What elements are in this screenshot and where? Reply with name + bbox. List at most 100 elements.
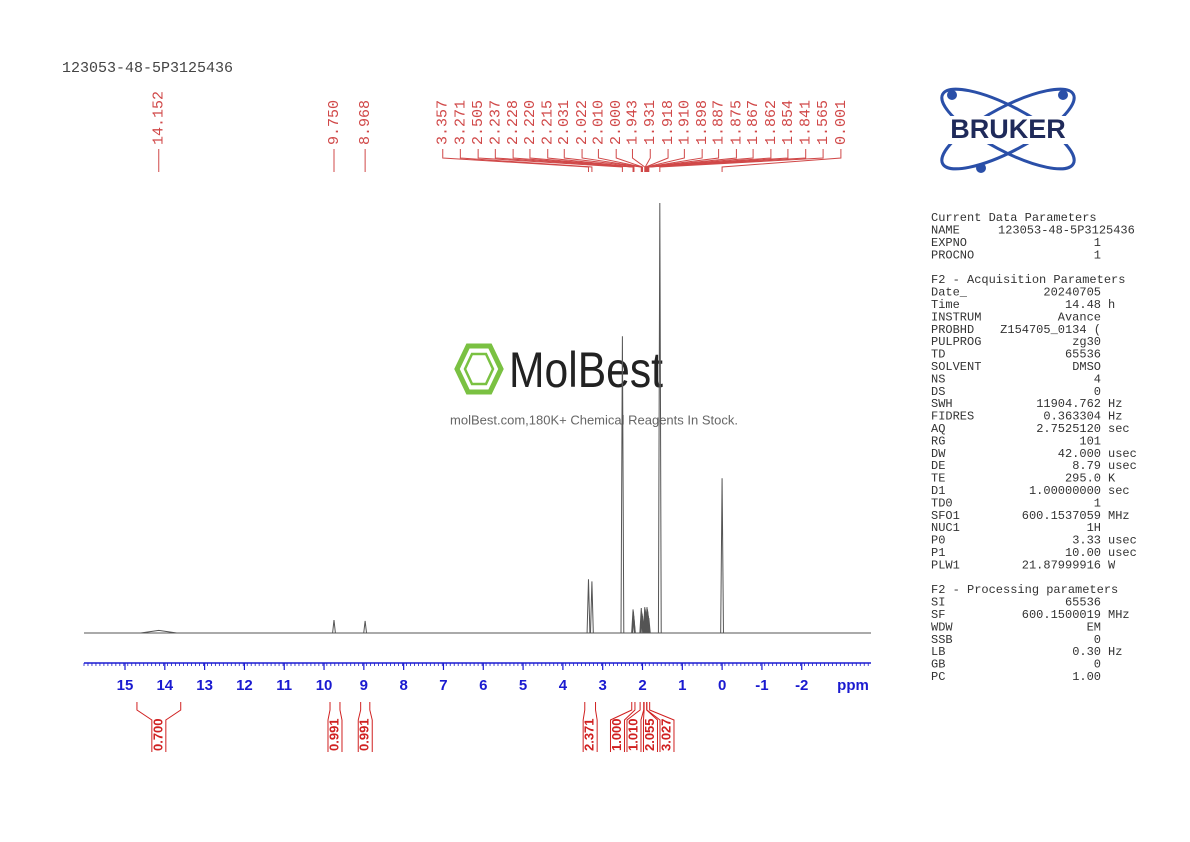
- integral-bracket: [582, 702, 586, 752]
- param-value: 11904.762: [1036, 397, 1101, 411]
- peak-label: 1.862: [763, 100, 780, 145]
- spectrum-peak: [720, 478, 724, 634]
- peak-connector: [644, 149, 651, 172]
- param-value: 1H: [1087, 521, 1101, 535]
- peak-label: 1.898: [694, 100, 711, 145]
- param-value: 20240705: [1043, 286, 1101, 300]
- x-tick-label: -1: [755, 677, 768, 694]
- x-tick-label: 13: [196, 677, 213, 694]
- param-name: NS: [931, 372, 945, 386]
- param-name: TD: [931, 348, 945, 362]
- param-name: WDW: [931, 620, 953, 634]
- peak-connector: [659, 149, 824, 172]
- peak-label: 3.271: [452, 100, 469, 145]
- param-name: TE: [931, 472, 945, 486]
- param-name: SSB: [931, 633, 953, 647]
- param-unit: usec: [1108, 447, 1137, 461]
- x-tick-label: 11: [276, 677, 292, 694]
- param-value: 0: [1094, 633, 1101, 647]
- peak-connector: [615, 149, 644, 172]
- x-tick-label: 8: [399, 677, 407, 694]
- x-tick-label: 1: [678, 677, 686, 694]
- param-unit: K: [1108, 472, 1116, 486]
- param-name: AQ: [931, 422, 945, 436]
- peak-label: 1.841: [798, 100, 815, 145]
- peak-label: 2.000: [608, 100, 625, 145]
- peak-label: 2.220: [522, 100, 539, 145]
- param-value: 600.1500019: [1022, 608, 1101, 622]
- x-tick-label: 5: [519, 677, 527, 694]
- param-unit: W: [1108, 558, 1116, 572]
- x-tick-label: 7: [439, 677, 447, 694]
- param-unit: MHz: [1108, 509, 1130, 523]
- param-value: DMSO: [1072, 360, 1101, 374]
- x-tick-label: 14: [156, 677, 173, 694]
- param-name: SFO1: [931, 509, 960, 523]
- sample-title: 123053-48-5P3125436: [62, 60, 233, 77]
- spectrum-peak: [646, 617, 651, 634]
- integral-bracket: [642, 702, 645, 752]
- peak-label: 1.910: [676, 100, 693, 145]
- spectrum-peak: [140, 629, 177, 634]
- peak-label: 1.931: [642, 100, 659, 145]
- peak-label: 0.001: [833, 100, 850, 145]
- param-name: GB: [931, 658, 945, 672]
- logo-text: BRUKER: [950, 114, 1066, 144]
- param-name: DW: [931, 447, 946, 461]
- param-value: 4: [1094, 372, 1101, 386]
- peak-label: 1.918: [660, 100, 677, 145]
- x-tick-label: 4: [559, 677, 568, 694]
- param-value: 3.33: [1072, 534, 1101, 548]
- param-name: Time: [931, 298, 960, 312]
- peak-connector: [477, 149, 623, 172]
- x-axis-label: ppm: [837, 677, 869, 694]
- bruker-logo: BRUKER: [924, 87, 1092, 173]
- x-tick-label: 10: [316, 677, 333, 694]
- param-value: 0: [1094, 658, 1101, 672]
- integral-bracket: [327, 702, 331, 752]
- peak-connector: [645, 149, 685, 172]
- integral-label: 1.000: [609, 718, 624, 751]
- param-name: NUC1: [931, 521, 960, 535]
- peak-label: 2.505: [470, 100, 487, 145]
- param-value: 1: [1094, 236, 1101, 250]
- param-unit: Hz: [1108, 397, 1122, 411]
- param-name: Date_: [931, 286, 968, 300]
- peak-label: 1.887: [711, 100, 728, 145]
- spectrum-peak: [363, 620, 368, 634]
- peak-label: 1.867: [745, 100, 762, 145]
- watermark-tagline: molBest.com,180K+ Chemical Reagents In S…: [450, 412, 738, 427]
- param-value: 65536: [1065, 348, 1101, 362]
- param-name: FIDRES: [931, 410, 974, 424]
- param-name: PLW1: [931, 558, 960, 572]
- x-tick-label: 15: [117, 677, 134, 694]
- param-name: DE: [931, 459, 945, 473]
- peak-label: 2.031: [556, 100, 573, 145]
- peak-label: 1.875: [728, 100, 745, 145]
- x-tick-label: 0: [718, 677, 726, 694]
- peak-connector: [648, 149, 807, 172]
- param-value: 0.30: [1072, 645, 1101, 659]
- spectrum-peak: [590, 581, 594, 634]
- param-value: 295.0: [1065, 472, 1101, 486]
- peak-label: 8.968: [357, 100, 374, 145]
- param-value: 14.48: [1065, 298, 1101, 312]
- peak-connector: [647, 149, 789, 172]
- param-name: PROCNO: [931, 248, 974, 262]
- param-name: PC: [931, 670, 945, 684]
- peak-connector: [721, 149, 842, 172]
- integral-bracket: [646, 702, 661, 752]
- integral-bracket: [165, 702, 182, 752]
- integral-bracket: [609, 702, 633, 752]
- peak-label: 2.237: [487, 100, 504, 145]
- watermark-brand: MolBest: [509, 342, 663, 398]
- integral-label: 1.010: [625, 718, 640, 751]
- param-value: 8.79: [1072, 459, 1101, 473]
- spectrum-peak: [632, 617, 636, 634]
- param-value: 0.363304: [1043, 410, 1101, 424]
- param-value: 42.000: [1058, 447, 1101, 461]
- param-name: SI: [931, 596, 945, 610]
- param-name: LB: [931, 645, 945, 659]
- spectrum-peak: [586, 579, 591, 634]
- x-tick-label: 6: [479, 677, 487, 694]
